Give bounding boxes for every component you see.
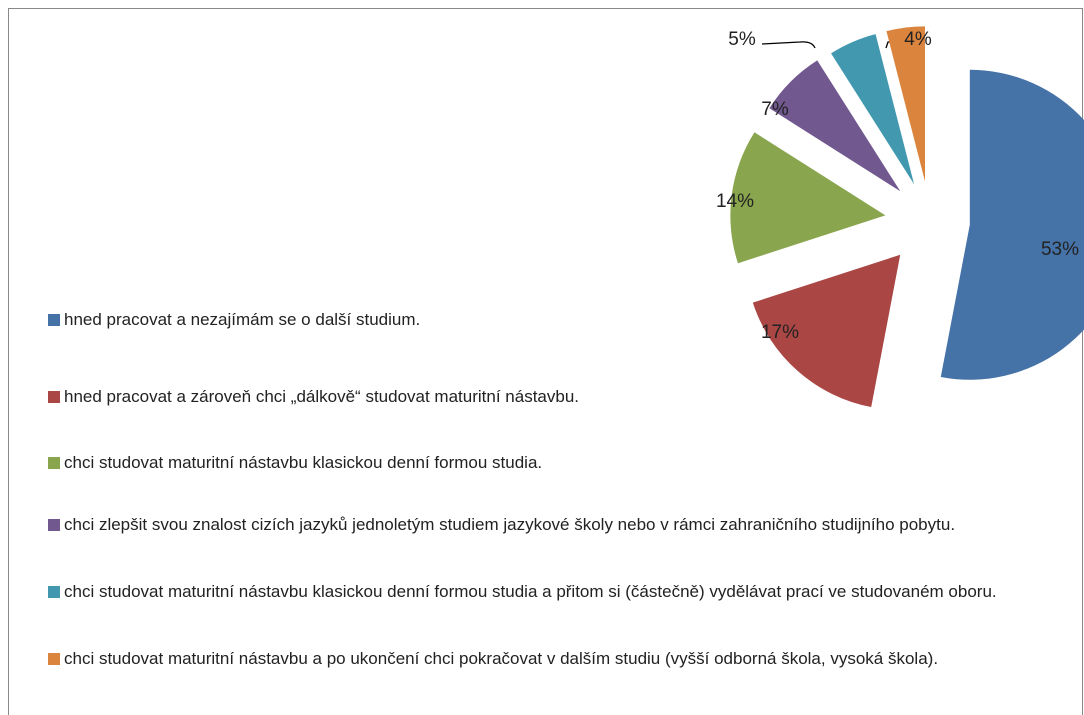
legend-label: chci studovat maturitní nástavbu klasick…	[64, 453, 543, 472]
data-label: 7%	[761, 99, 789, 120]
legend-swatch	[48, 519, 60, 531]
data-label: 53%	[1041, 239, 1079, 260]
legend-label: chci studovat maturitní nástavbu a po uk…	[64, 649, 939, 668]
data-label: 4%	[904, 29, 932, 50]
legend-swatch	[48, 586, 60, 598]
legend-label: chci studovat maturitní nástavbu klasick…	[64, 582, 997, 601]
legend-label: hned pracovat a zároveň chci „dálkově“ s…	[64, 387, 580, 406]
legend-entry: chci zlepšit svou znalost cizích jazyků …	[48, 510, 1008, 540]
legend-entry: chci studovat maturitní nástavbu klasick…	[48, 577, 1008, 607]
legend-swatch	[48, 653, 60, 665]
legend-entry: hned pracovat a nezajímám se o další stu…	[48, 305, 1008, 335]
leader-line	[761, 41, 816, 49]
data-label: 5%	[728, 29, 756, 50]
pie-slice	[769, 60, 901, 192]
frame	[8, 8, 1083, 715]
legend-entry: chci studovat maturitní nástavbu klasick…	[48, 448, 1008, 478]
legend-swatch	[48, 457, 60, 469]
legend-swatch	[48, 314, 60, 326]
legend-label: hned pracovat a nezajímám se o další stu…	[64, 310, 421, 329]
legend-label: chci zlepšit svou znalost cizích jazyků …	[64, 515, 956, 534]
pie-slice	[752, 254, 901, 408]
legend-entry: chci studovat maturitní nástavbu a po uk…	[48, 644, 1008, 674]
pie-slice	[940, 69, 1084, 380]
data-label: 14%	[716, 191, 754, 212]
pie-slice	[886, 26, 925, 182]
pie-slice	[831, 34, 915, 185]
legend-entry: hned pracovat a zároveň chci „dálkově“ s…	[48, 382, 1008, 412]
data-label: 17%	[761, 322, 799, 343]
pie-slice	[730, 132, 886, 264]
legend-swatch	[48, 391, 60, 403]
